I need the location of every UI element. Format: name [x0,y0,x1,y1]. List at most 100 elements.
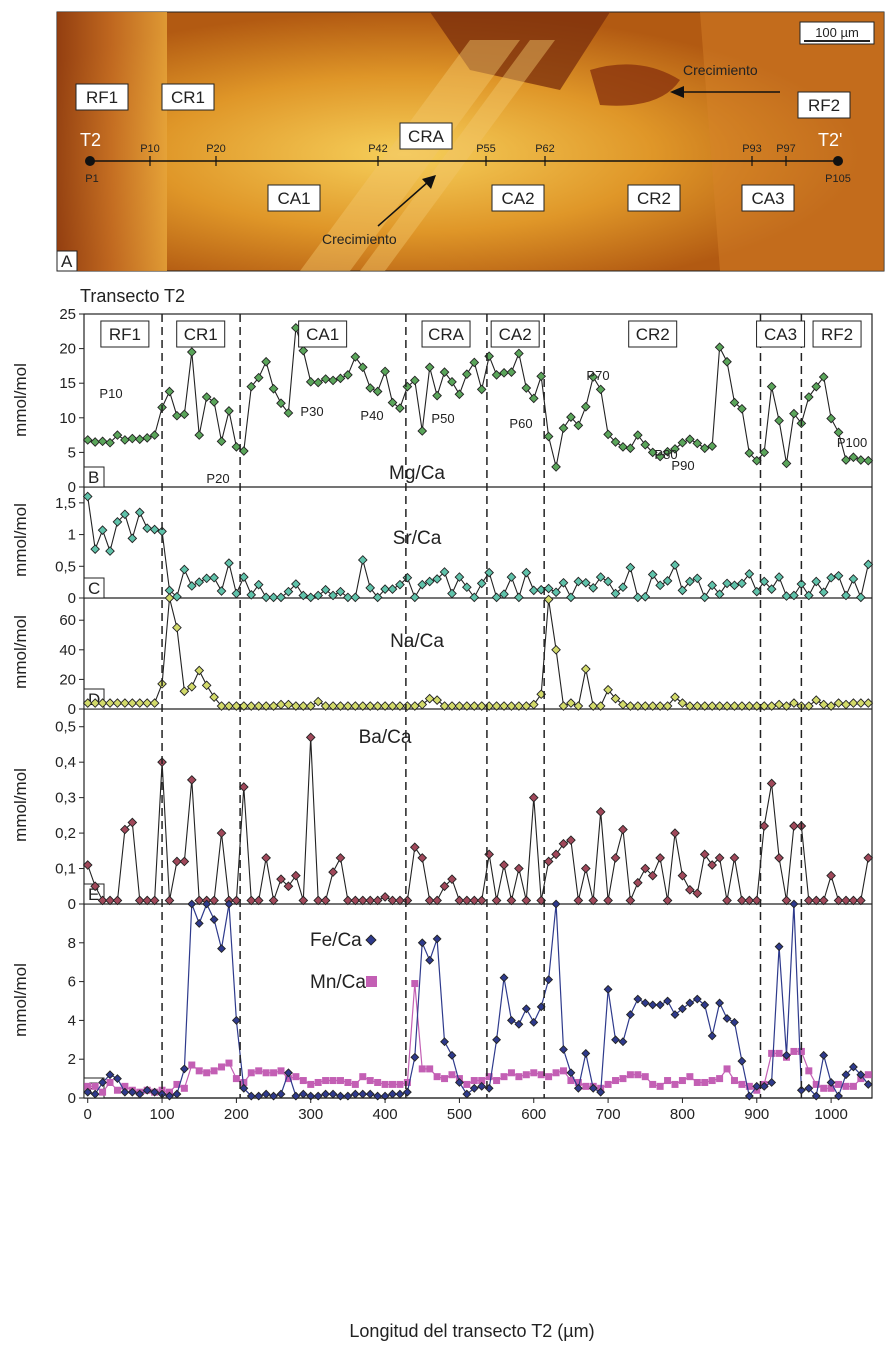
y-tick-label: 6 [68,974,76,991]
data-point [595,572,606,582]
data-point-mn [664,1077,672,1085]
x-tick-label: 600 [521,1106,546,1123]
data-point-mn [277,1067,285,1075]
photo-point-label: P42 [368,143,388,155]
data-point-fe [863,1079,873,1089]
y-tick-label: 0 [68,1090,76,1107]
photo-zone-label: CR2 [637,189,671,208]
data-point [685,434,695,445]
zone-header-label: RF1 [109,325,141,344]
data-point [134,698,145,708]
zone-header-box [421,320,471,348]
data-point [194,665,205,676]
data-point [134,507,145,518]
data-point [365,383,376,393]
data-point [551,849,561,860]
data-point-mn [790,1047,798,1055]
data-point [179,409,190,420]
series-title-mg: Mg/Ca [389,463,445,484]
data-point-mn [470,1077,478,1085]
data-point-mn [775,1049,783,1057]
data-point-mn [270,1069,278,1077]
data-point [112,895,123,906]
data-point [774,853,784,863]
x-tick-label: 200 [224,1106,249,1123]
data-point-mn [574,1078,582,1086]
data-point [246,895,257,906]
data-point [751,701,762,711]
photo-panel-letter: A [61,252,73,271]
data-point-fe [187,899,197,909]
data-point [580,863,591,874]
data-point [670,560,680,570]
y-axis-label: mmol/mol [11,768,30,842]
data-point [551,462,561,472]
data-point-fe [752,1081,762,1091]
data-point [848,574,859,584]
data-point [216,701,227,711]
data-point-mn [381,1080,389,1088]
data-point [781,895,792,906]
zone-header-box [628,320,678,348]
data-point [707,701,718,711]
data-point-mn [842,1082,850,1090]
point-label: P100 [837,435,867,450]
data-point [365,583,376,593]
data-point [803,895,814,906]
data-point [677,870,688,881]
data-point-mn [314,1078,322,1086]
data-point-fe [789,899,799,909]
data-point [491,592,502,603]
data-point [462,369,472,380]
y-tick-label: 0,5 [55,719,76,736]
data-point [142,523,153,534]
data-point-mn [582,1082,590,1090]
data-point-mn [730,1077,738,1085]
data-point [305,376,316,387]
data-point [514,348,524,359]
legend-marker-mn [366,976,377,987]
data-point [97,525,108,535]
data-point [766,778,777,789]
data-point [439,567,450,577]
data-point-fe [388,1089,397,1099]
data-point [692,438,703,449]
panel-letter-box [83,577,105,599]
data-point [90,698,100,708]
data-point [722,895,732,906]
data-point [172,591,182,602]
photo-zone-box [399,122,453,150]
photo-point-label: P10 [140,143,160,155]
data-point [172,622,182,633]
data-point [409,592,420,603]
data-point-fe [588,1083,598,1093]
data-point-fe [432,934,442,944]
data-point [766,584,777,594]
data-point-fe [358,1089,368,1099]
photo-zone-labels: RF1 CR1 CRA CA1 CA2 CR2 CA3 RF2 [75,83,851,212]
data-point-fe [172,1089,182,1099]
data-point [350,895,361,906]
y-tick-label: 5 [68,444,76,461]
data-point-fe [544,975,554,985]
series-line-mn [87,983,869,1094]
data-point [120,509,130,520]
data-point [766,381,777,392]
data-point [462,895,472,906]
y-tick-label: 15 [59,375,76,392]
data-point-mn [441,1075,449,1083]
data-point-mn [210,1067,218,1075]
data-point-fe [343,1091,353,1101]
data-point [744,448,755,458]
data-point-fe [261,1089,271,1099]
data-point [276,699,286,710]
data-point [566,592,576,603]
data-point-fe [254,1091,264,1101]
data-point [387,895,398,906]
y-tick-label: 40 [59,642,76,659]
x-tick-label: 100 [150,1106,175,1123]
data-point [603,429,613,440]
data-point [618,699,628,710]
data-point [863,698,874,708]
data-point [179,564,190,575]
